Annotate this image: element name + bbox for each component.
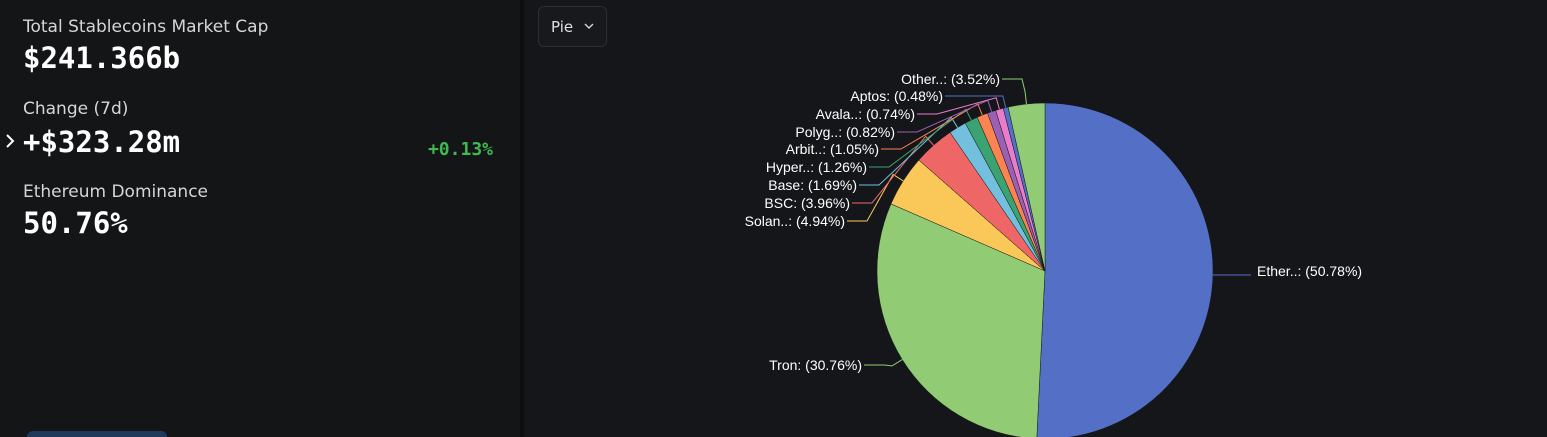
slice-label: Aptos: (0.48%)	[850, 88, 943, 104]
leader-line	[897, 99, 993, 133]
chart-panel: Pie Ether..: (50.78%) Tron: (30.76%) Solan…	[524, 0, 1547, 437]
total-market-cap-value: $241.366b	[23, 41, 181, 75]
panel-divider	[520, 0, 524, 437]
leader-line	[917, 97, 1000, 115]
chevron-down-icon	[584, 23, 594, 30]
bottom-button-edge[interactable]	[27, 431, 167, 437]
pie-slice[interactable]	[876, 203, 1046, 437]
leader-line	[881, 103, 983, 150]
chart-type-select[interactable]: Pie	[538, 6, 607, 47]
slice-label: Other..: (3.52%)	[901, 71, 1000, 87]
leader-line	[852, 135, 934, 204]
leader-line	[945, 95, 1007, 108]
total-market-cap-label: Total Stablecoins Market Cap	[23, 17, 269, 37]
slice-label: Polyg..: (0.82%)	[795, 124, 895, 140]
slice-label: BSC: (3.96%)	[764, 195, 850, 211]
chart-type-value: Pie	[551, 17, 574, 36]
slice-label: Avala..: (0.74%)	[816, 106, 915, 122]
leader-line	[864, 359, 903, 367]
change-value: +$323.28m	[23, 125, 181, 159]
chevron-right-icon[interactable]	[5, 134, 15, 148]
summary-panel: Total Stablecoins Market Cap $241.366b C…	[0, 0, 520, 437]
slice-label: Hyper..: (1.26%)	[766, 159, 867, 175]
dominance-value: 50.76%	[23, 206, 128, 240]
slice-label: Arbit..: (1.05%)	[786, 141, 879, 157]
leader-line	[847, 173, 904, 222]
pie-chart: Ether..: (50.78%) Tron: (30.76%) Solan..: …	[745, 71, 1362, 437]
slice-label: Ether..: (50.78%)	[1257, 263, 1362, 279]
dominance-label: Ethereum Dominance	[23, 182, 208, 202]
slice-label: Tron: (30.76%)	[769, 357, 862, 373]
leader-line	[859, 116, 958, 186]
slice-label: Base: (1.69%)	[768, 177, 857, 193]
pie-slice[interactable]	[1036, 102, 1214, 437]
change-label: Change (7d)	[23, 99, 129, 119]
leader-line	[1002, 78, 1027, 105]
slice-label: Solan..: (4.94%)	[745, 213, 845, 229]
change-percent: +0.13%	[427, 139, 493, 160]
leader-line	[869, 108, 972, 168]
